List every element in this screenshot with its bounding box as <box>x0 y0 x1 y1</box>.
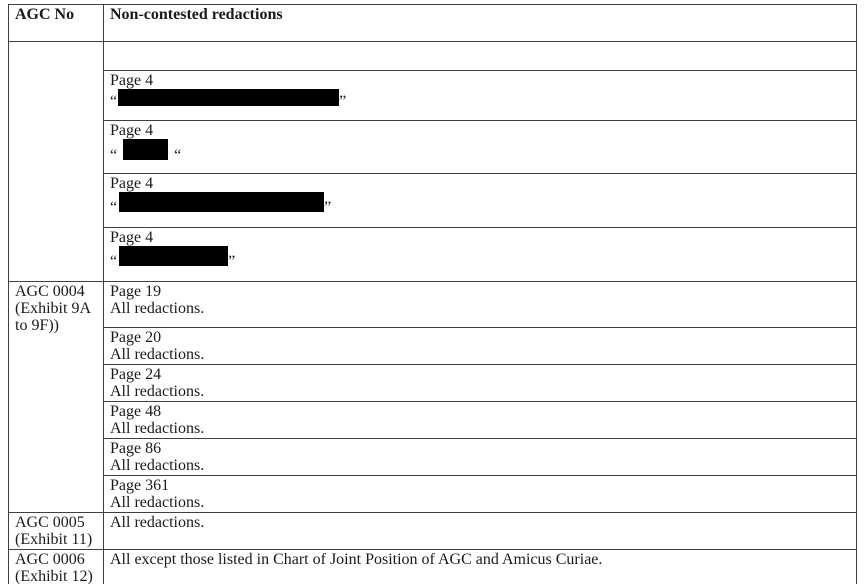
redaction-note: All redactions. <box>110 494 205 511</box>
agc-cell-0004: AGC 0004 (Exhibit 9A to 9F)) <box>8 281 104 513</box>
redaction-bar <box>123 139 169 160</box>
redaction-note: All redactions. <box>110 420 205 437</box>
table-row: Page 48 All redactions. <box>9 401 857 439</box>
table-row: Page 4 “” <box>9 173 857 228</box>
redaction-note: All redactions. <box>110 514 205 531</box>
page-label: Page 4 <box>110 175 154 192</box>
redaction-entry-cell: Page 48 All redactions. <box>103 401 857 439</box>
close-quote: “ <box>174 147 182 164</box>
page-label: Page 86 <box>110 440 162 457</box>
redacted-quote-line: ““ <box>110 139 850 164</box>
open-quote: “ <box>110 93 118 110</box>
agc-label-line: (Exhibit 11) <box>15 531 93 548</box>
redaction-entry-cell: Page 4 “” <box>103 70 857 121</box>
agc-cell-0005: AGC 0005 (Exhibit 11) <box>8 512 104 550</box>
close-quote: ” <box>324 199 332 216</box>
agc-cell-0006: AGC 0006 (Exhibit 12) <box>8 549 104 584</box>
open-quote: “ <box>110 253 118 270</box>
redacted-quote-line: “” <box>110 246 850 270</box>
agc-label-line: to 9F)) <box>15 317 59 334</box>
redaction-bar <box>119 246 229 266</box>
redaction-note: All redactions. <box>110 457 205 474</box>
redaction-entry-cell: Page 20 All redactions. <box>103 327 857 365</box>
column-header-non-contested-redactions: Non-contested redactions <box>103 4 857 42</box>
page-label: Page 4 <box>110 229 154 246</box>
close-quote: ” <box>339 93 347 110</box>
open-quote: “ <box>110 199 118 216</box>
table-row: AGC 0005 (Exhibit 11) All redactions. <box>8 512 857 550</box>
redaction-note: All redactions. <box>110 383 205 400</box>
page-label: Page 19 <box>110 283 162 300</box>
redaction-entry-cell: Page 4 ““ <box>103 120 857 174</box>
page-label: Page 48 <box>110 403 162 420</box>
redaction-entry-cell: Page 4 “” <box>103 173 857 228</box>
redaction-note: All redactions. <box>110 300 205 317</box>
redaction-entry-cell: Page 4 “” <box>103 227 857 282</box>
agc-label-line: AGC 0006 <box>15 551 85 568</box>
redaction-bar <box>118 89 340 106</box>
agc-label-line: AGC 0004 <box>15 283 85 300</box>
page-label: Page 20 <box>110 329 162 346</box>
agc-cell-blank <box>8 41 104 282</box>
table-row: AGC 0004 (Exhibit 9A to 9F)) Page 19 All… <box>8 281 857 513</box>
table-header-row: AGC No Non-contested redactions <box>8 4 857 42</box>
redaction-entry-cell: Page 361 All redactions. <box>103 475 857 513</box>
page-label: Page 4 <box>110 72 154 89</box>
table-row <box>8 41 857 282</box>
redactions-table: AGC No Non-contested redactions Page 4 “… <box>8 4 857 584</box>
redacted-quote-line: “” <box>110 89 850 110</box>
redaction-bar <box>119 192 325 212</box>
open-quote: “ <box>110 147 118 164</box>
redacted-quote-line: “” <box>110 192 850 216</box>
table-row: Page 86 All redactions. <box>9 438 857 476</box>
page-label: Page 4 <box>110 122 154 139</box>
table-row: AGC 0006 (Exhibit 12) All except those l… <box>8 549 857 584</box>
empty-redaction-cell <box>103 41 857 71</box>
agc-label-line: (Exhibit 12) <box>15 568 93 584</box>
table-row: Page 4 “” <box>9 70 857 121</box>
table-row: Page 361 All redactions. <box>9 475 857 513</box>
close-quote: ” <box>228 253 236 270</box>
table-row: Page 24 All redactions. <box>9 364 857 402</box>
redaction-note: All redactions. <box>110 346 205 363</box>
redaction-entry-cell: All redactions. <box>103 512 857 550</box>
redaction-entry-cell: All except those listed in Chart of Join… <box>103 549 857 584</box>
redaction-note: All except those listed in Chart of Join… <box>110 551 603 568</box>
column-header-agc-no: AGC No <box>8 4 104 42</box>
redaction-entry-cell: Page 86 All redactions. <box>103 438 857 476</box>
agc-label-line: AGC 0005 <box>15 514 85 531</box>
redaction-entry-cell: Page 19 All redactions. <box>103 281 857 328</box>
page-label: Page 361 <box>110 477 170 494</box>
table-row: Page 4 “” <box>9 227 857 282</box>
redaction-entry-cell: Page 24 All redactions. <box>103 364 857 402</box>
table-row: Page 4 ““ <box>9 120 857 174</box>
table-row: Page 20 All redactions. <box>9 327 857 365</box>
page-label: Page 24 <box>110 366 162 383</box>
agc-label-line: (Exhibit 9A <box>15 300 91 317</box>
